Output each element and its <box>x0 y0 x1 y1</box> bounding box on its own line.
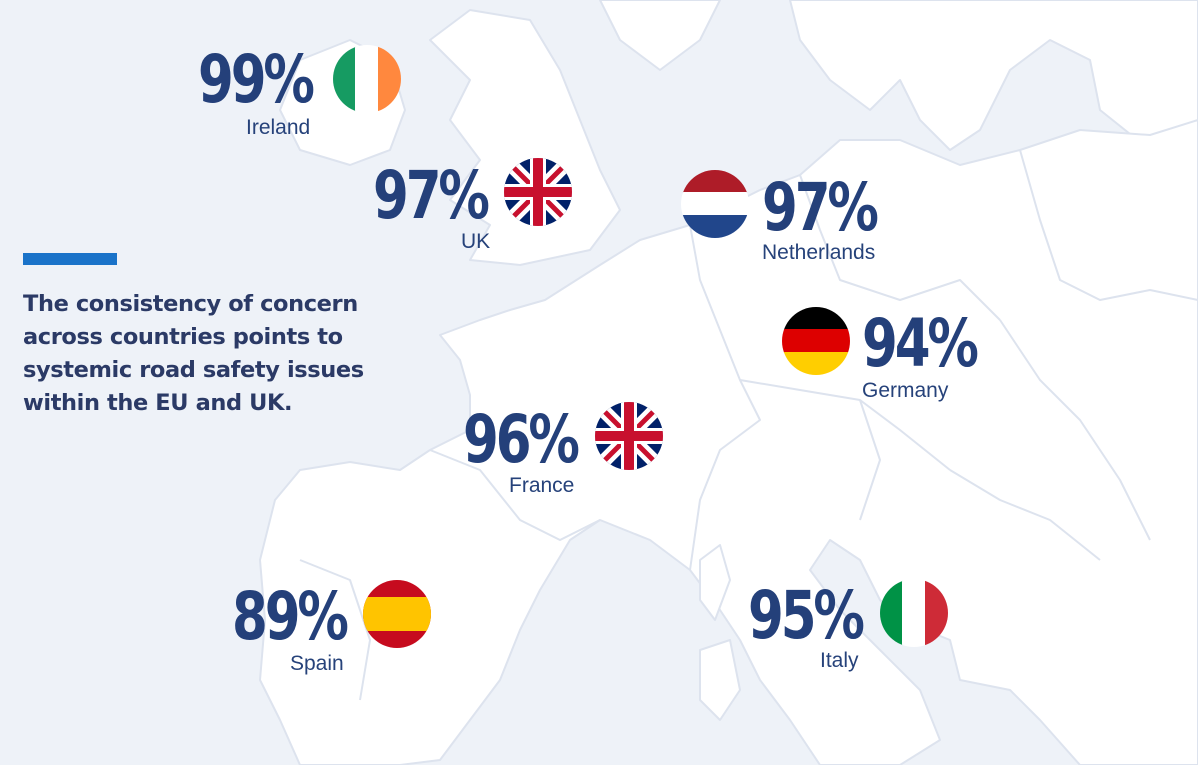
country-label-germany: Germany <box>862 379 949 402</box>
percentage-france: 96% <box>463 401 580 478</box>
headline-text: The consistency of concern across countr… <box>23 291 364 416</box>
country-label-italy: Italy <box>820 649 859 672</box>
accent-bar <box>23 253 117 265</box>
netherlands-flag-icon <box>680 169 750 239</box>
country-label-spain: Spain <box>290 652 344 675</box>
country-label-ireland: Ireland <box>246 116 311 139</box>
percentage-uk: 97% <box>373 157 490 234</box>
percentage-spain: 89% <box>232 578 349 655</box>
percentage-netherlands: 97% <box>762 169 879 246</box>
country-label-uk: UK <box>461 230 491 253</box>
country-label-france: France <box>509 474 575 497</box>
ireland-flag-icon <box>332 44 402 114</box>
germany-flag-icon <box>781 306 851 376</box>
percentage-italy: 95% <box>748 577 865 654</box>
percentage-germany: 94% <box>862 305 979 382</box>
italy-flag-icon <box>879 578 949 648</box>
country-label-netherlands: Netherlands <box>762 241 876 264</box>
union-jack-flag-icon <box>594 401 664 471</box>
percentage-ireland: 99% <box>198 41 315 118</box>
spain-flag-icon <box>362 579 432 649</box>
union-jack-flag-icon <box>503 157 573 227</box>
